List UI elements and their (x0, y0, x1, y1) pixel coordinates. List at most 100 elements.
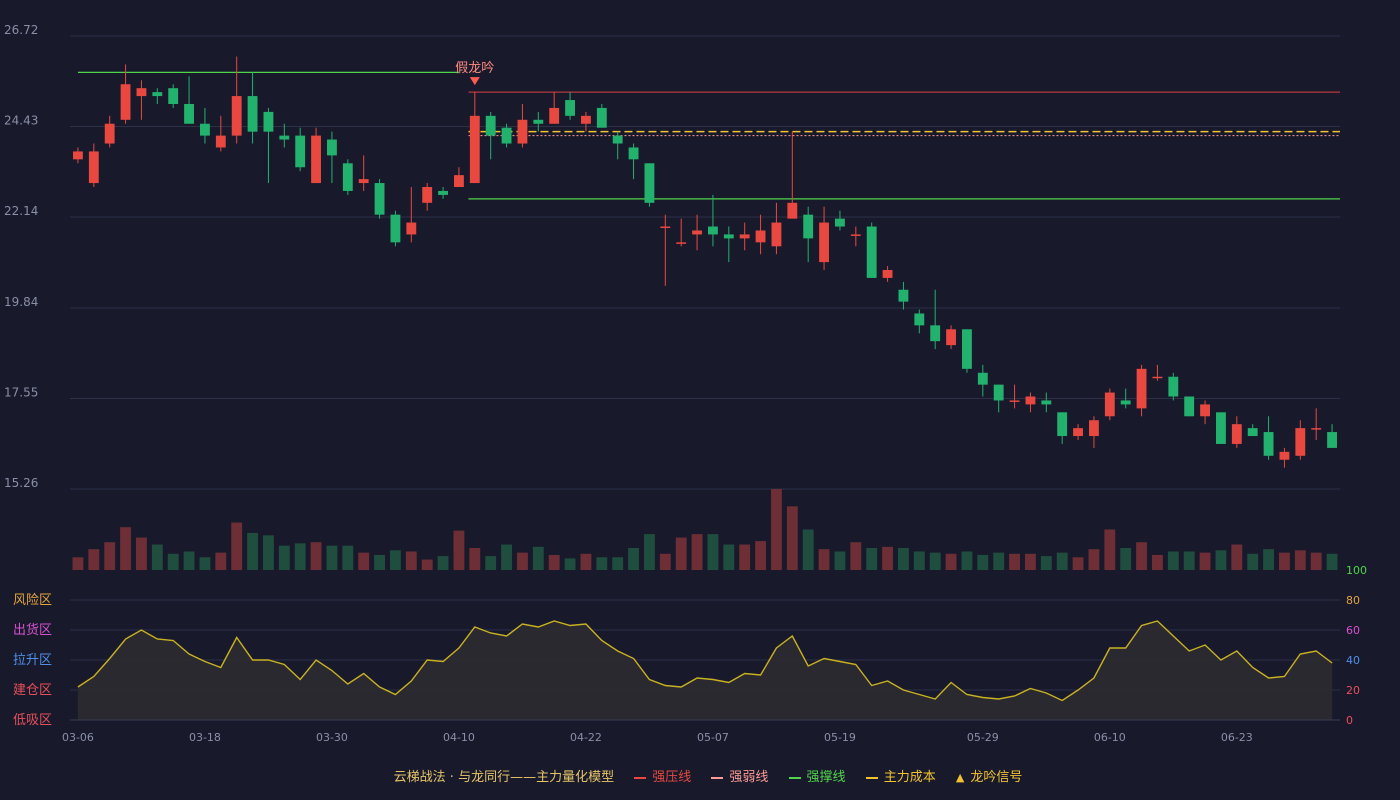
candle-body (295, 135, 306, 168)
zone-label: 拉升区 (13, 653, 52, 668)
candle-body (565, 100, 575, 116)
price-axis: 26.72 24.43 22.14 19.84 17.55 15.26 (4, 23, 38, 490)
x-tick-label: 03-06 (62, 731, 94, 744)
volume-bar (628, 548, 639, 570)
volume-bar (977, 554, 989, 570)
triangle-icon: ▲ (955, 771, 965, 784)
candle-body (152, 92, 163, 97)
x-tick-label: 04-10 (443, 731, 475, 744)
candle-body (120, 84, 131, 120)
indicator-tick-label: 60 (1346, 624, 1360, 637)
candle-body (104, 123, 115, 144)
candle-body (501, 127, 512, 144)
volume-bar (1263, 549, 1274, 570)
legend-item-signal[interactable]: ▲ 龙吟信号 (956, 766, 1022, 785)
volume-bar (1152, 554, 1163, 570)
candle-body (1200, 404, 1210, 417)
legend-label: 强弱线 (729, 770, 769, 785)
signal-label: 假龙吟 (455, 60, 494, 76)
candle-body (946, 329, 956, 346)
candle-body (517, 119, 528, 144)
volume-bar (120, 527, 131, 570)
candle-body (1327, 432, 1337, 448)
volume-bar (596, 557, 608, 570)
volume-bar (294, 543, 306, 570)
legend-label: 强压线 (652, 770, 692, 785)
volume-bar (247, 532, 258, 570)
price-tick-label: 15.26 (4, 476, 38, 490)
volume-bar (548, 554, 560, 570)
x-tick-label: 06-10 (1094, 731, 1126, 744)
volume-bar (659, 553, 671, 570)
legend-model-title: 云梯战法 · 与龙同行——主力量化模型 (393, 770, 615, 785)
legend-item-cost[interactable]: 主力成本 (865, 766, 936, 785)
legend-label: 强撑线 (806, 770, 846, 785)
volume-bar (882, 546, 893, 570)
volume-bar (1199, 552, 1211, 570)
level-lines (77, 71, 1340, 200)
legend-item-weak[interactable]: 强弱线 (711, 766, 768, 785)
volume-bar (1025, 553, 1036, 570)
candle-body (327, 139, 337, 156)
volume-bar (1040, 556, 1052, 570)
volume-bar (1104, 529, 1116, 570)
candle-body (612, 135, 623, 144)
volume-bar (739, 544, 751, 570)
candle-body (930, 325, 941, 342)
volume-bar (723, 544, 735, 570)
indicator-line (77, 620, 1333, 702)
x-tick-label: 03-18 (189, 731, 221, 744)
candle-body (73, 151, 83, 160)
legend-item-support[interactable]: 强撑线 (788, 766, 846, 785)
candle-body (469, 115, 480, 184)
volume-bar (278, 545, 290, 570)
candle-body (168, 88, 179, 104)
candle-body (1152, 376, 1163, 379)
candle-body (279, 135, 290, 140)
indicator-tick-label: 40 (1346, 654, 1360, 667)
volume-bar (707, 534, 719, 570)
candle-body (533, 119, 544, 124)
legend-label: 龙吟信号 (970, 770, 1023, 785)
candle-body (1263, 432, 1274, 456)
candle-body (374, 183, 385, 215)
volume-bar (818, 549, 830, 570)
price-tick-label: 26.72 (4, 23, 38, 37)
volume-bar (167, 553, 179, 570)
candle-body (184, 103, 194, 124)
candle-body (644, 163, 655, 203)
candle-body (708, 226, 718, 235)
volume-bar (104, 542, 116, 570)
volume-bar (786, 506, 798, 570)
legend-item-pressure[interactable]: 强压线 (634, 766, 691, 785)
volume-bar (310, 542, 322, 570)
volume-bar (580, 553, 592, 570)
candle-body (660, 226, 671, 229)
candle-body (1041, 400, 1052, 405)
x-tick-label: 04-22 (570, 731, 602, 744)
candle-body (1216, 412, 1226, 444)
candle-body (739, 234, 750, 239)
volume-bar (1310, 552, 1322, 570)
legend-label: 主力成本 (883, 770, 936, 785)
x-tick-label: 06-23 (1221, 731, 1253, 744)
zone-label: 低吸区 (13, 713, 52, 728)
candle-body (454, 175, 464, 187)
candle-body (1073, 428, 1083, 437)
volume-bar (1326, 553, 1338, 570)
price-tick-label: 19.84 (4, 295, 38, 309)
volume-bar (136, 537, 147, 570)
candle-body (549, 107, 560, 124)
candle-body (993, 384, 1004, 401)
zone-label: 风险区 (13, 593, 52, 608)
candle-body (247, 96, 258, 132)
volume-bar (326, 545, 338, 570)
x-axis: 03-06 03-18 03-30 04-10 04-22 05-07 05-19 05-29… (62, 719, 1340, 744)
volume-bar (1231, 544, 1243, 570)
candle-body (581, 115, 591, 124)
volume-bar (1136, 542, 1147, 570)
candle-body (835, 218, 845, 227)
candle-body (1089, 420, 1099, 437)
volume-bar (771, 489, 782, 570)
indicator-tick-label: 100 (1346, 564, 1367, 577)
